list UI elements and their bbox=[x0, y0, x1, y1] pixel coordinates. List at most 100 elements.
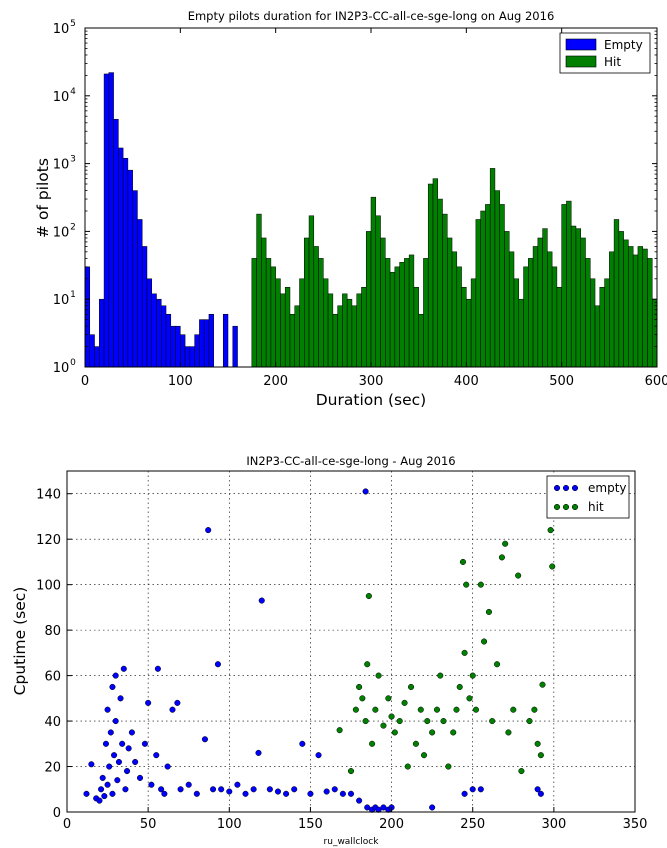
bar-hit bbox=[513, 278, 520, 368]
point-empty bbox=[104, 781, 111, 788]
bar-hit bbox=[532, 246, 539, 368]
scatter-xtick-label: 50 bbox=[140, 817, 157, 832]
bar-hit bbox=[456, 266, 462, 368]
bar-hit bbox=[375, 215, 381, 368]
histogram-ytick-label: 10 bbox=[53, 361, 70, 376]
point-empty bbox=[307, 790, 314, 797]
bar-hit bbox=[485, 204, 491, 368]
bar-empty bbox=[208, 313, 214, 368]
bar-hit bbox=[365, 231, 372, 368]
point-empty bbox=[214, 661, 221, 668]
scatter-xlabel: ru_wallclock bbox=[324, 837, 380, 847]
point-empty bbox=[83, 790, 90, 797]
point-hit bbox=[433, 706, 441, 713]
point-empty bbox=[88, 761, 95, 768]
bar-hit bbox=[284, 287, 291, 368]
scatter-xtick-label: 250 bbox=[460, 817, 485, 832]
point-empty bbox=[102, 740, 109, 747]
point-empty bbox=[356, 797, 363, 804]
scatter-ytick-label: 20 bbox=[44, 761, 61, 776]
bar-hit bbox=[408, 254, 415, 368]
bar-hit bbox=[604, 278, 610, 368]
bar-hit bbox=[508, 251, 515, 368]
legend-marker-empty bbox=[553, 484, 561, 492]
point-empty bbox=[380, 804, 387, 811]
bar-hit bbox=[628, 246, 634, 368]
point-empty bbox=[132, 758, 139, 766]
point-empty bbox=[112, 718, 119, 725]
point-hit bbox=[450, 729, 457, 736]
scatter-ytick-label: 140 bbox=[36, 488, 61, 503]
scatter-xtick-label: 300 bbox=[541, 817, 566, 832]
bar-hit bbox=[556, 287, 562, 368]
point-hit bbox=[356, 683, 363, 691]
point-empty bbox=[339, 790, 346, 797]
bar-hit bbox=[637, 246, 643, 368]
bar-hit bbox=[351, 305, 357, 368]
point-empty bbox=[362, 488, 369, 495]
legend-label-hit: Hit bbox=[604, 55, 621, 69]
point-hit bbox=[477, 581, 484, 588]
bar-empty bbox=[156, 298, 162, 368]
point-hit bbox=[469, 672, 476, 679]
point-hit bbox=[429, 729, 436, 736]
point-empty bbox=[115, 758, 122, 766]
point-empty bbox=[111, 752, 118, 759]
histogram-title: Empty pilots duration for IN2P3-CC-all-c… bbox=[188, 9, 555, 23]
point-empty bbox=[347, 790, 355, 797]
point-hit bbox=[534, 740, 541, 747]
scatter-grid bbox=[66, 471, 636, 813]
bar-empty bbox=[141, 246, 148, 368]
point-hit bbox=[547, 527, 554, 534]
bar-hit bbox=[265, 258, 272, 368]
point-empty bbox=[109, 683, 116, 691]
bar-hit bbox=[442, 213, 448, 368]
point-empty bbox=[461, 790, 468, 797]
point-empty bbox=[299, 740, 306, 747]
scatter-xtick-label: 100 bbox=[217, 817, 242, 832]
bar-hit bbox=[289, 313, 295, 368]
point-hit bbox=[539, 681, 546, 688]
point-hit bbox=[437, 672, 444, 679]
point-empty bbox=[114, 777, 121, 784]
point-empty bbox=[109, 790, 116, 797]
bar-hit bbox=[389, 271, 396, 368]
bar-hit bbox=[418, 313, 424, 368]
point-hit bbox=[352, 706, 359, 713]
scatter-ytick-label: 40 bbox=[44, 715, 61, 730]
point-hit bbox=[466, 695, 473, 702]
bar-hit bbox=[551, 266, 558, 368]
point-empty bbox=[148, 781, 155, 788]
point-empty bbox=[469, 786, 476, 793]
bar-hit bbox=[256, 213, 262, 368]
point-hit bbox=[472, 706, 480, 713]
point-empty bbox=[234, 781, 241, 788]
histogram-ytick-label: 10 bbox=[53, 158, 70, 173]
bar-hit bbox=[332, 313, 338, 368]
bar-empty bbox=[194, 334, 200, 368]
histogram-xtick-label: 300 bbox=[359, 374, 384, 389]
bar-hit bbox=[361, 287, 367, 368]
bar-empty bbox=[175, 325, 181, 368]
point-empty bbox=[164, 763, 171, 770]
bar-hit bbox=[561, 204, 567, 368]
bar-empty bbox=[127, 169, 133, 368]
scatter-xtick-label: 150 bbox=[298, 817, 323, 832]
point-empty bbox=[274, 788, 282, 795]
point-empty bbox=[185, 781, 192, 788]
bar-hit bbox=[590, 278, 596, 368]
bar-empty bbox=[99, 298, 105, 368]
point-hit bbox=[485, 608, 492, 615]
point-hit bbox=[461, 649, 468, 656]
point-empty bbox=[117, 695, 124, 702]
bar-hit bbox=[580, 237, 586, 368]
legend-marker-hit bbox=[562, 503, 570, 511]
bar-hit bbox=[399, 262, 405, 368]
histogram-xtick-label: 100 bbox=[168, 374, 193, 389]
point-empty bbox=[331, 786, 338, 793]
histogram-xtick-label: 200 bbox=[263, 374, 288, 389]
bar-hit bbox=[342, 293, 348, 368]
bar-empty bbox=[118, 147, 124, 368]
bar-hit bbox=[470, 278, 477, 368]
point-hit bbox=[362, 718, 369, 725]
